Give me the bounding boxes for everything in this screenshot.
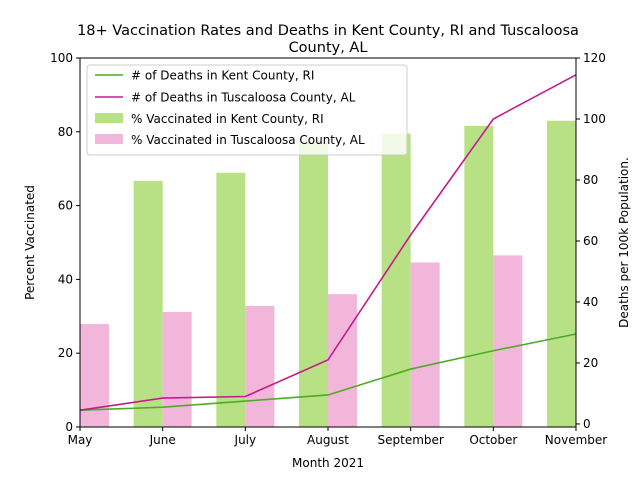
bar-vaccinated-in-tuscaloosa-county-al-october	[493, 255, 523, 427]
x-axis-label: Month 2021	[292, 456, 364, 470]
y-left-tick-label-60: 60	[58, 199, 73, 213]
y-right-tick-label-80: 80	[583, 173, 598, 187]
legend-label-kent-vaccinated: % Vaccinated in Kent County, RI	[131, 112, 324, 126]
y-left-tick-label-40: 40	[58, 272, 73, 286]
lines-layer	[79, 74, 577, 412]
chart-title-line-2: County, AL	[289, 40, 368, 56]
bar-vaccinated-in-tuscaloosa-county-al-september	[410, 262, 440, 427]
bar-vaccinated-in-tuscaloosa-county-al-may	[80, 324, 109, 427]
legend-label-tuscaloosa-deaths: # of Deaths in Tuscaloosa County, AL	[131, 91, 356, 105]
y-right-tick-label-60: 60	[583, 234, 598, 248]
y-right-tick-label-100: 100	[583, 112, 606, 126]
legend: # of Deaths in Kent County, RI # of Deat…	[86, 64, 408, 156]
bar-vaccinated-in-tuscaloosa-county-al-july	[245, 305, 275, 427]
bar-vaccinated-in-kent-county-ri-august	[299, 141, 328, 427]
legend-label-tuscaloosa-vaccinated: % Vaccinated in Tuscaloosa County, AL	[131, 133, 365, 147]
x-tick-label-july: July	[234, 433, 257, 447]
legend-frame	[86, 64, 408, 156]
y-right-tick-label-40: 40	[583, 295, 598, 309]
line-of-deaths-in-tuscaloosa-county-al	[79, 74, 577, 412]
y-axis-left: 0 20 40 60 80 100	[50, 51, 80, 434]
bar-vaccinated-in-kent-county-ri-july	[216, 172, 246, 427]
y-right-tick-label-0: 0	[583, 417, 591, 431]
y-axis-right: 0 20 40 60 80 100 120	[576, 51, 606, 431]
x-tick-label-november: November	[545, 433, 607, 447]
bar-vaccinated-in-kent-county-ri-november	[547, 120, 576, 427]
y-right-tick-label-20: 20	[583, 356, 598, 370]
bar-vaccinated-in-kent-county-ri-june	[133, 180, 163, 427]
x-tick-label-october: October	[469, 433, 517, 447]
bars-layer	[80, 120, 576, 428]
chart-title-line-1: 18+ Vaccination Rates and Deaths in Kent…	[77, 23, 579, 39]
legend-label-kent-deaths: # of Deaths in Kent County, RI	[131, 69, 314, 83]
bar-vaccinated-in-kent-county-ri-october	[464, 125, 494, 428]
bar-vaccinated-in-kent-county-ri-september	[381, 133, 411, 427]
bar-vaccinated-in-tuscaloosa-county-al-june	[162, 311, 192, 427]
legend-swatch-kent-vaccinated	[95, 113, 123, 123]
y-left-tick-label-80: 80	[58, 125, 73, 139]
x-tick-label-august: August	[307, 433, 349, 447]
y-axis-left-label: Percent Vaccinated	[23, 185, 37, 300]
y-left-tick-label-20: 20	[58, 346, 73, 360]
legend-swatch-tuscaloosa-vaccinated	[95, 134, 123, 144]
line-of-deaths-in-kent-county-ri	[79, 333, 577, 412]
y-left-tick-label-100: 100	[50, 51, 73, 65]
x-axis: May June July August September October Novembe…	[68, 427, 607, 447]
x-tick-label-may: May	[68, 433, 93, 447]
y-axis-right-label: Deaths per 100k Population.	[617, 157, 631, 328]
y-left-tick-label-0: 0	[65, 420, 73, 434]
bar-vaccinated-in-tuscaloosa-county-al-august	[328, 294, 357, 427]
y-right-tick-label-120: 120	[583, 51, 606, 65]
x-tick-label-june: June	[149, 433, 176, 447]
x-tick-label-september: September	[378, 433, 444, 447]
